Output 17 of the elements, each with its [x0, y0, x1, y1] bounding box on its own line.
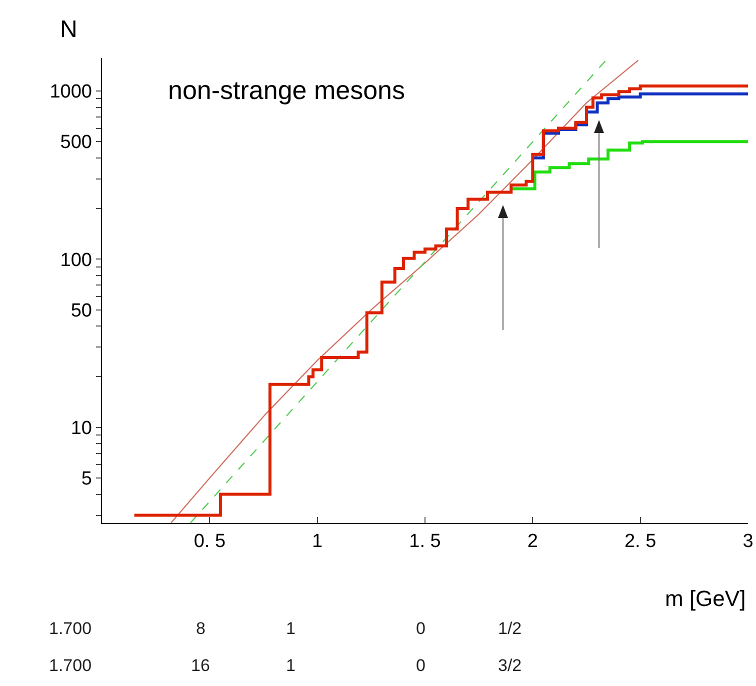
text: 1.700 16 1 0 3/2 [49, 656, 522, 675]
y-axis-title: N [60, 16, 78, 43]
x-axis-title: m [GeV] [665, 586, 746, 611]
y-tick-label: 1000 [50, 82, 92, 103]
x-tick-label: 3 [742, 531, 754, 552]
y-tick-label: 5 [81, 468, 92, 490]
y-tick-label: 50 [70, 300, 92, 322]
y-tick-label: 100 [60, 250, 92, 271]
x-tick-label: 2 [527, 531, 538, 552]
y-tick-label: 10 [70, 418, 92, 439]
x-tick-label: 1 [312, 531, 323, 552]
x-tick-label: 0. 5 [194, 531, 226, 552]
x-tick-label: 2. 5 [624, 531, 656, 552]
x-tick-label: 1. 5 [409, 531, 441, 552]
y-tick-label: 500 [60, 132, 92, 154]
text: non-strange mesons [168, 75, 406, 106]
text: 1.700 8 1 0 1/2 [49, 619, 522, 638]
